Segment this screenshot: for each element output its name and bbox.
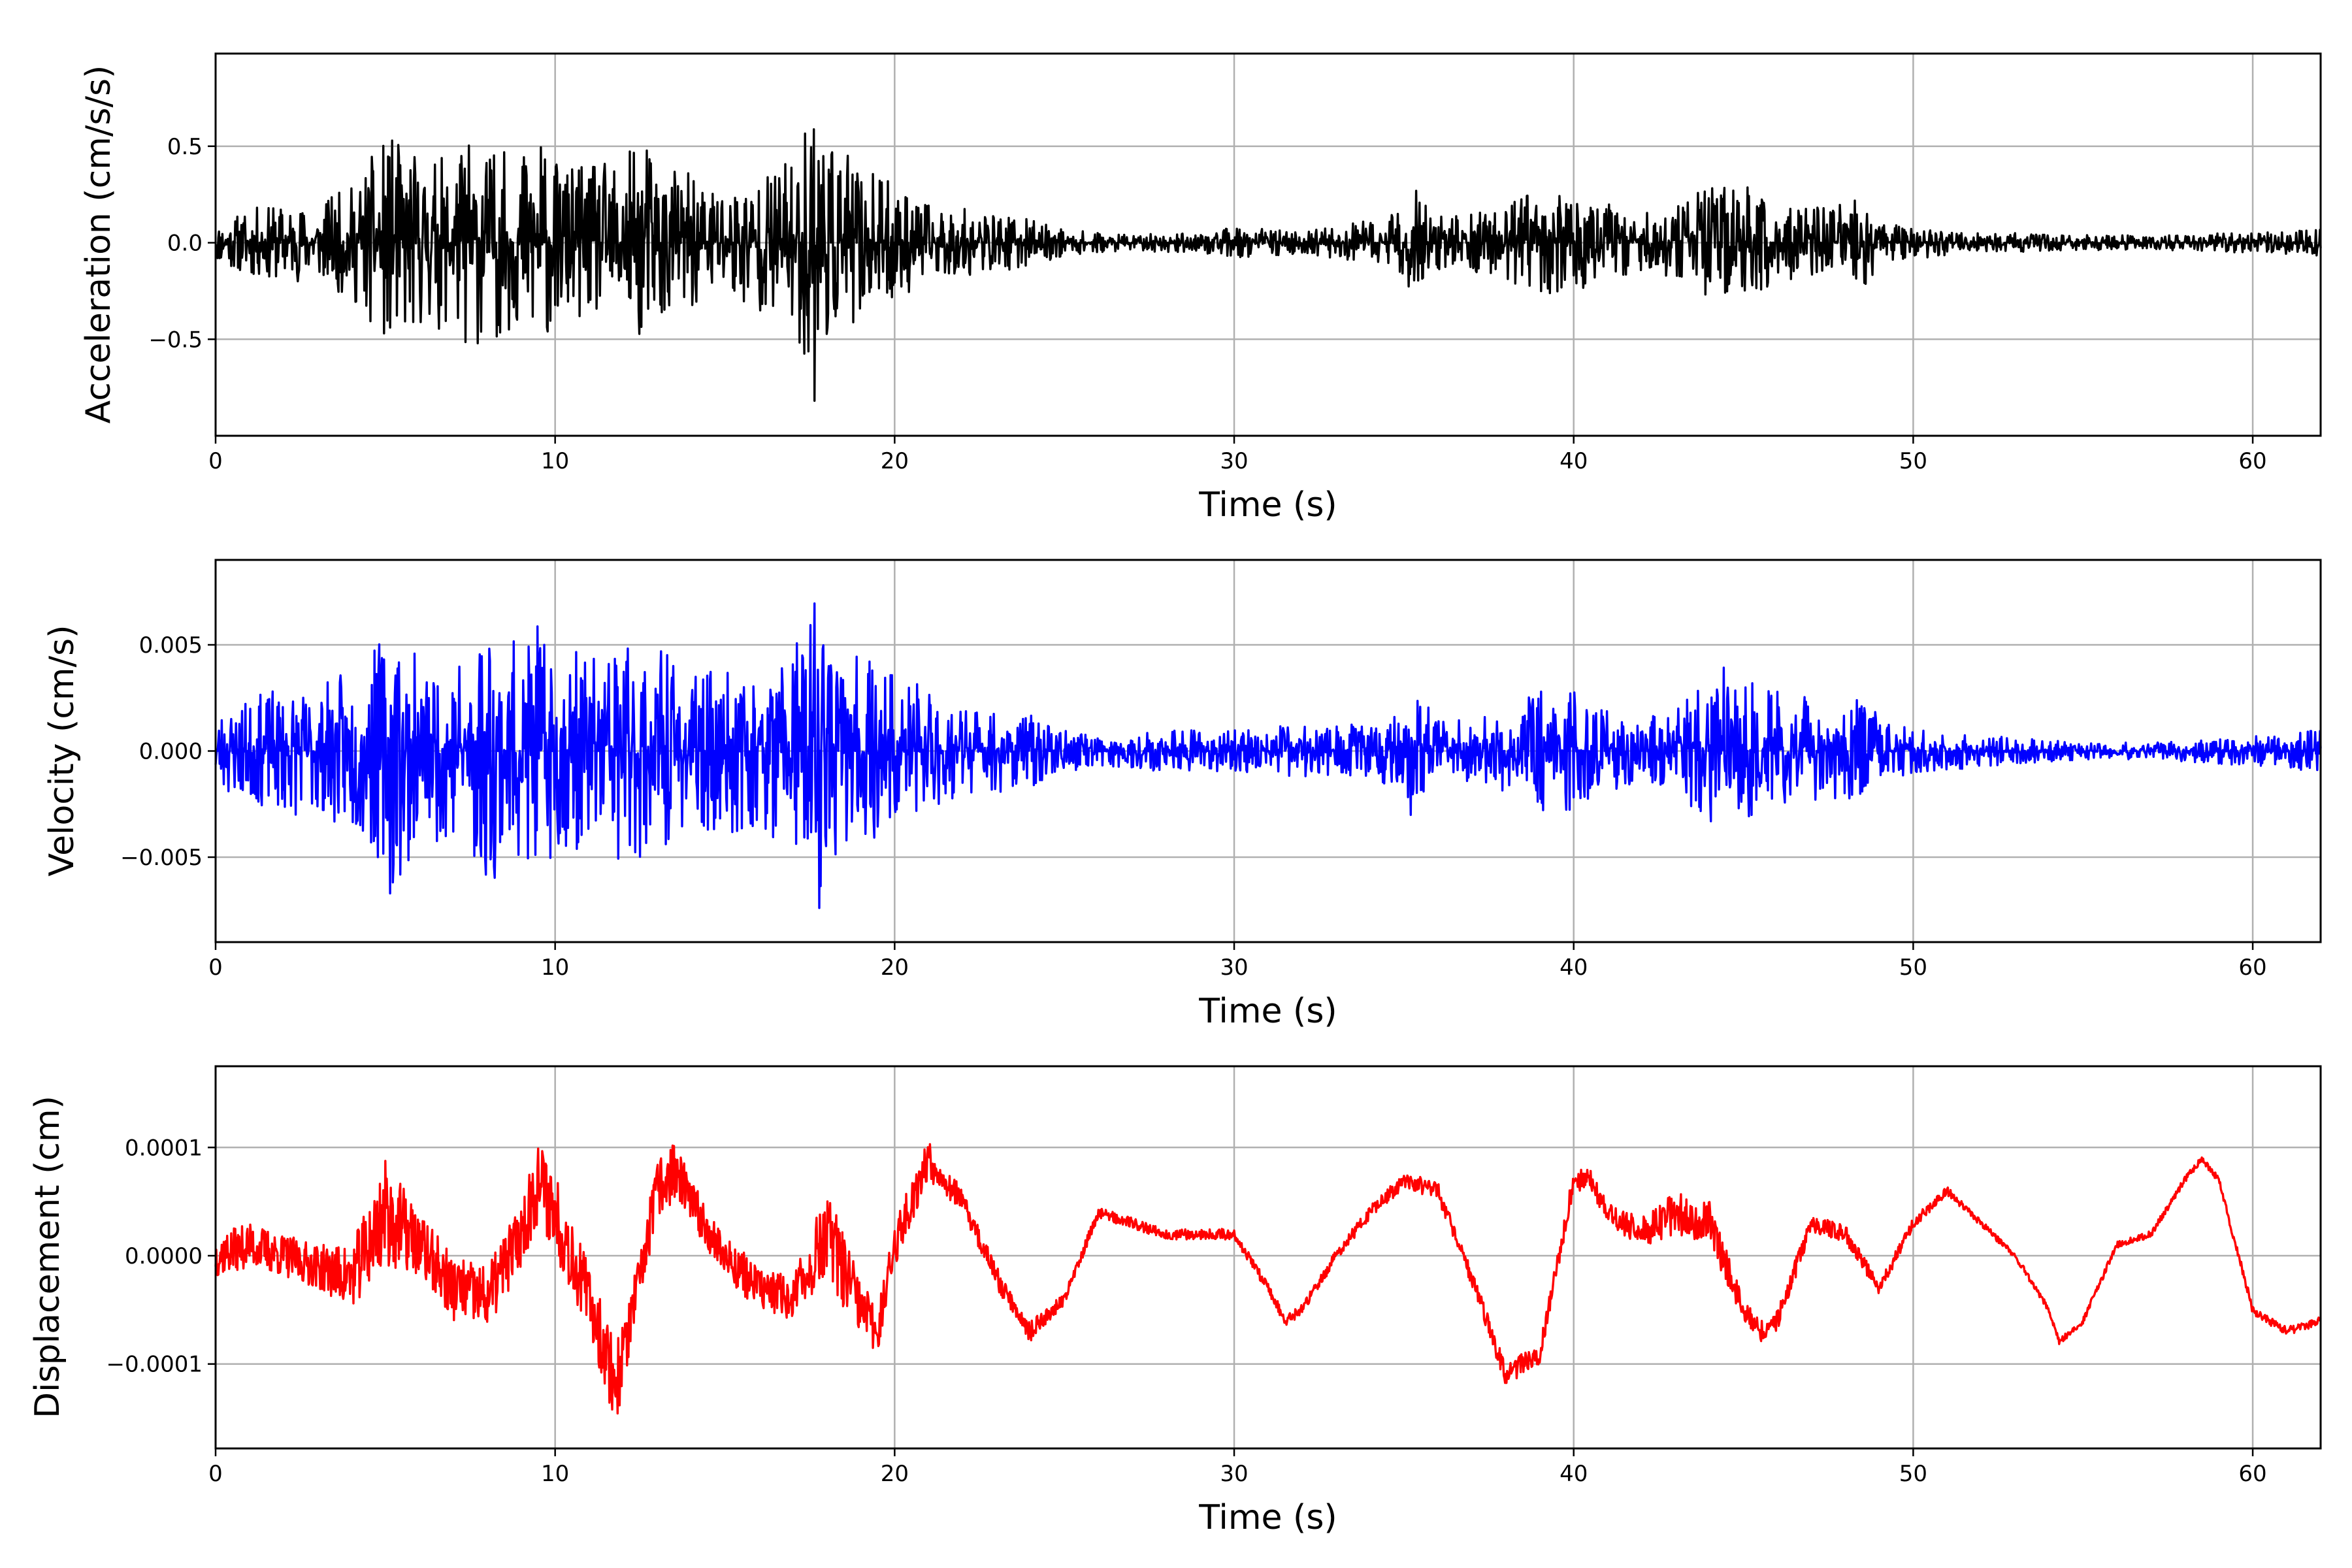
acceleration-trace — [214, 128, 2322, 402]
velocity-x-tick-label-4: 40 — [1560, 955, 1588, 981]
acceleration-x-tick-label-4: 40 — [1560, 448, 1588, 474]
displacement-grid — [214, 1066, 2321, 1448]
velocity-x-tick-label-2: 20 — [881, 955, 909, 981]
velocity-panel: 0 10 20 30 40 50 60 0.005 0.000 −0.005 Time (s) V… — [42, 559, 2322, 1031]
acceleration-ticks: 0 10 20 30 40 50 60 0.5 0.0 −0.5 — [148, 134, 2266, 474]
displacement-panel: 0 10 20 30 40 50 60 0.0001 0.0000 −0.0001 Time (s… — [28, 1065, 2322, 1537]
displacement-axes-frame — [214, 1065, 2322, 1450]
displacement-x-tick-label-0: 0 — [208, 1461, 223, 1487]
acceleration-x-tick-label-2: 20 — [881, 448, 909, 474]
velocity-x-tick-label-1: 10 — [541, 955, 569, 981]
displacement-y-tick-label-1: 0.0000 — [125, 1243, 203, 1269]
velocity-x-axis-label: Time (s) — [1198, 992, 1337, 1031]
acceleration-x-axis-label: Time (s) — [1198, 485, 1337, 525]
velocity-x-tick-label-6: 60 — [2238, 955, 2266, 981]
displacement-x-tick-label-1: 10 — [541, 1461, 569, 1487]
displacement-x-tick-label-4: 40 — [1560, 1461, 1588, 1487]
velocity-y-axis-label: Velocity (cm/s) — [42, 625, 82, 877]
acceleration-y-tick-label-2: −0.5 — [148, 327, 203, 353]
displacement-x-tick-label-6: 60 — [2238, 1461, 2266, 1487]
velocity-y-tick-label-1: 0.000 — [139, 739, 203, 765]
displacement-y-tick-label-0: 0.0001 — [125, 1135, 203, 1161]
velocity-ticks: 0 10 20 30 40 50 60 0.005 0.000 −0.005 — [120, 632, 2267, 981]
acceleration-y-tick-label-0: 0.5 — [167, 134, 203, 160]
velocity-y-tick-label-0: 0.005 — [139, 632, 203, 659]
velocity-x-tick-label-3: 30 — [1220, 955, 1248, 981]
velocity-x-tick-label-0: 0 — [208, 955, 223, 981]
acceleration-x-tick-label-6: 60 — [2238, 448, 2266, 474]
velocity-trace — [214, 602, 2322, 909]
displacement-trace — [214, 1143, 2322, 1414]
displacement-x-axis-label: Time (s) — [1198, 1498, 1337, 1537]
velocity-x-tick-label-5: 50 — [1899, 955, 1927, 981]
displacement-x-tick-label-5: 50 — [1899, 1461, 1927, 1487]
displacement-y-tick-label-2: −0.0001 — [106, 1352, 203, 1378]
acceleration-axes-frame — [214, 52, 2322, 437]
displacement-ticks: 0 10 20 30 40 50 60 0.0001 0.0000 −0.0001 — [106, 1135, 2267, 1487]
displacement-x-tick-label-3: 30 — [1220, 1461, 1248, 1487]
acceleration-x-tick-label-0: 0 — [208, 448, 223, 474]
displacement-x-tick-label-2: 20 — [881, 1461, 909, 1487]
acceleration-y-tick-label-1: 0.0 — [167, 231, 203, 257]
acceleration-x-tick-label-5: 50 — [1899, 448, 1927, 474]
acceleration-y-axis-label: Acceleration (cm/s/s) — [79, 65, 118, 424]
acceleration-x-tick-label-3: 30 — [1220, 448, 1248, 474]
acceleration-panel: 0 10 20 30 40 50 60 0.5 0.0 −0.5 Time (s) Acceler… — [79, 52, 2322, 525]
velocity-y-tick-label-2: −0.005 — [120, 845, 203, 871]
acceleration-x-tick-label-1: 10 — [541, 448, 569, 474]
displacement-y-axis-label: Displacement (cm) — [28, 1096, 67, 1418]
